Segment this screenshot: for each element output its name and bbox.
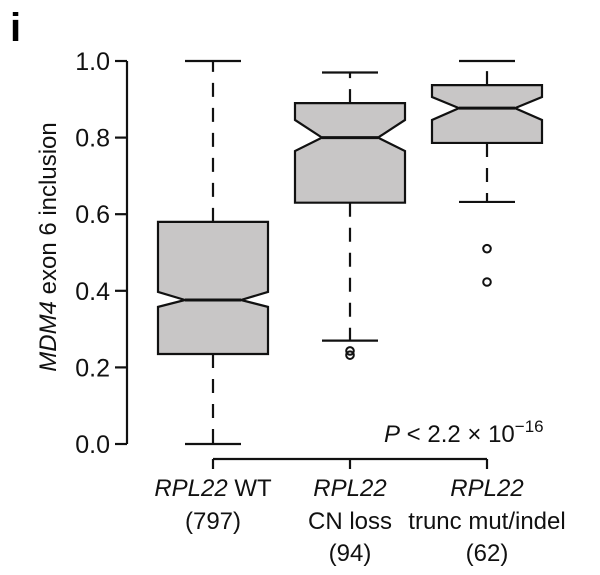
outlier-point [345, 346, 355, 356]
outlier-point [482, 243, 492, 254]
box-1 [156, 59, 270, 446]
boxes [156, 59, 544, 446]
outlier-point [482, 277, 492, 287]
y-axis-title-rest: exon 6 inclusion [35, 122, 62, 301]
y-tick-label: 0.0 [75, 431, 110, 459]
category-gene: RPL22 [154, 475, 227, 502]
y-tick-label: 0.8 [75, 125, 110, 153]
y-tick-label: 0.4 [75, 278, 110, 306]
category-label-line2: (797) [185, 508, 241, 535]
y-tick-label: 0.6 [75, 201, 110, 229]
category-label-line1: RPL22 [313, 475, 386, 502]
category-status: WT [228, 475, 272, 502]
box-2 [293, 71, 407, 360]
category-labels: RPL22 WT (797) RPL22 CN loss (94) RPL22 trunc … [154, 475, 565, 567]
category-gene: RPL22 [313, 475, 386, 502]
box-3 [430, 59, 544, 287]
x-axis [211, 457, 489, 469]
y-axis-title-gene: MDM4 [35, 301, 62, 372]
p-value-exponent: −16 [515, 417, 544, 436]
y-tick-label: 0.2 [75, 354, 110, 382]
y-tick-label: 1.0 [75, 48, 110, 76]
y-axis-title: MDM4 exon 6 inclusion [35, 122, 62, 371]
category-label-line2: CN loss [308, 508, 392, 535]
outlier-point [345, 350, 355, 360]
category-label-line2: trunc mut/indel [408, 508, 565, 535]
category-label-line1: RPL22 WT [154, 475, 272, 502]
notched-box [293, 102, 407, 204]
y-axis: 0.0 0.2 0.4 0.6 0.8 1.0 [75, 48, 129, 459]
notched-box [156, 220, 270, 356]
p-value-text: < 2.2 × 10 [400, 421, 515, 448]
notched-box [430, 84, 544, 145]
category-label-line3: (94) [329, 540, 372, 567]
p-symbol: P [384, 421, 400, 448]
category-label-line1: RPL22 [450, 475, 523, 502]
category-gene: RPL22 [450, 475, 523, 502]
p-value-annotation: P < 2.2 × 10−16 [384, 417, 544, 448]
category-label-line3: (62) [466, 540, 509, 567]
panel-label: i [10, 6, 21, 50]
